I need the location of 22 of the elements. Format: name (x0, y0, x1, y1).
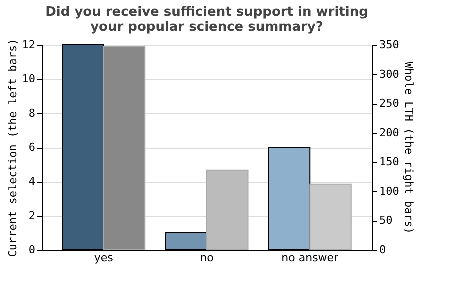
y2-tick-label: 150 (380, 156, 400, 169)
y2-tick-label: 300 (380, 68, 400, 81)
y-tick-label: 2 (28, 209, 36, 222)
x-tick-label: no (200, 252, 214, 264)
y2-tick-label: 350 (380, 38, 400, 52)
y-tick-label: 4 (28, 175, 36, 188)
y2-tick-label: 250 (380, 97, 400, 110)
y-tick-label: 12 (22, 38, 36, 52)
x-tick-label: no answer (282, 252, 340, 264)
bar (206, 170, 249, 250)
y-axis-title: Current selection (the left bars) (6, 38, 20, 258)
y2-tick-label: 0 (380, 244, 386, 256)
y-tick-label: 0 (28, 244, 36, 256)
y2-tick-label: 100 (380, 184, 400, 198)
y2-tick-label: 200 (380, 126, 400, 140)
y2-axis-title: Whole LTH (the right bars) (402, 62, 416, 234)
y2-tick-label: 50 (380, 214, 393, 228)
y-tick-label: 8 (28, 106, 36, 120)
chart-title: Did you receive sufficient support in writing your popular science summary? (46, 5, 368, 36)
x-tick-label: yes (94, 252, 114, 264)
y-tick-label: 10 (22, 72, 36, 86)
y-tick-label: 6 (28, 141, 36, 154)
